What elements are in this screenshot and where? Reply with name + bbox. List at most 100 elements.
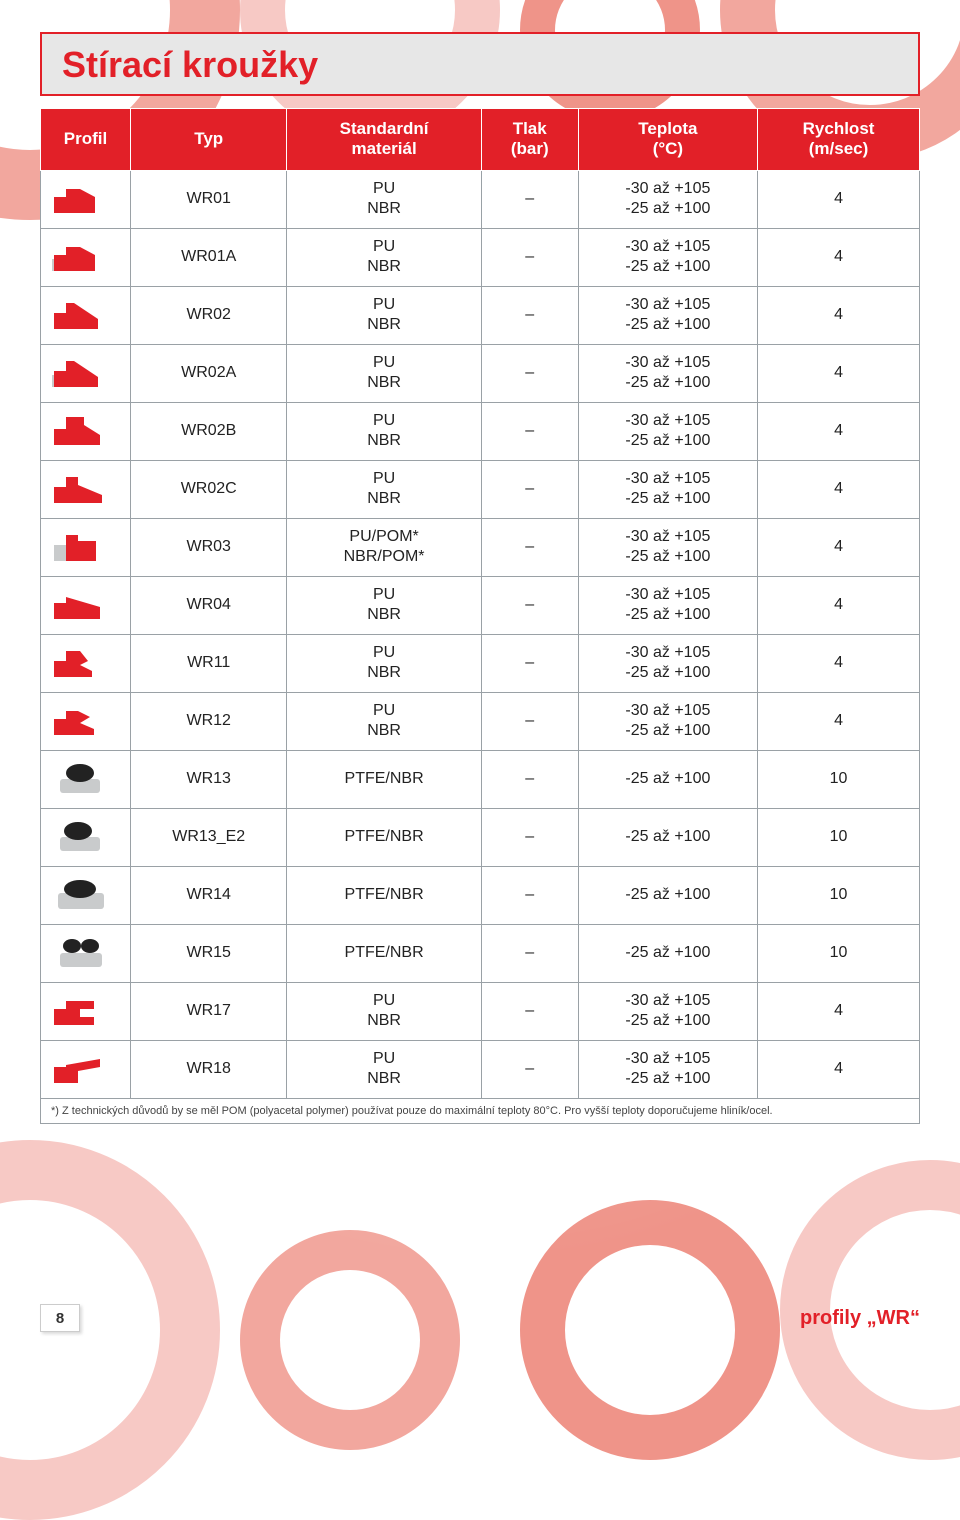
cell-speed: 10 <box>758 750 920 808</box>
wr14-icon <box>46 872 126 918</box>
cell-temperature: -30 až +105-25 až +100 <box>578 1040 757 1098</box>
cell-material: PUNBR <box>287 170 481 228</box>
cell-pressure: – <box>481 170 578 228</box>
cell-speed: 10 <box>758 924 920 982</box>
cell-typ: WR04 <box>131 576 287 634</box>
cell-pressure: – <box>481 1040 578 1098</box>
wr18-icon <box>46 1046 126 1092</box>
cell-speed: 10 <box>758 866 920 924</box>
cell-speed: 4 <box>758 1040 920 1098</box>
table-row: WR02APUNBR–-30 až +105-25 až +1004 <box>41 344 920 402</box>
col-header: Typ <box>131 109 287 171</box>
cell-material: PTFE/NBR <box>287 750 481 808</box>
profile-icon-cell <box>41 170 131 228</box>
cell-pressure: – <box>481 286 578 344</box>
cell-typ: WR02 <box>131 286 287 344</box>
cell-typ: WR15 <box>131 924 287 982</box>
cell-temperature: -25 až +100 <box>578 866 757 924</box>
cell-typ: WR02C <box>131 460 287 518</box>
cell-pressure: – <box>481 228 578 286</box>
profile-icon-cell <box>41 692 131 750</box>
cell-typ: WR02A <box>131 344 287 402</box>
cell-temperature: -30 až +105-25 až +100 <box>578 170 757 228</box>
profile-icon-cell <box>41 924 131 982</box>
table-row: WR15PTFE/NBR–-25 až +10010 <box>41 924 920 982</box>
profile-icon-cell <box>41 402 131 460</box>
page-title: Stírací kroužky <box>62 44 898 86</box>
cell-speed: 4 <box>758 692 920 750</box>
cell-temperature: -30 až +105-25 až +100 <box>578 228 757 286</box>
table-row: WR13PTFE/NBR–-25 až +10010 <box>41 750 920 808</box>
wr02c-icon <box>46 466 126 512</box>
table-row: WR17PUNBR–-30 až +105-25 až +1004 <box>41 982 920 1040</box>
cell-material: PUNBR <box>287 982 481 1040</box>
cell-temperature: -25 až +100 <box>578 924 757 982</box>
cell-material: PUNBR <box>287 228 481 286</box>
cell-material: PUNBR <box>287 460 481 518</box>
cell-temperature: -30 až +105-25 až +100 <box>578 518 757 576</box>
cell-typ: WR01A <box>131 228 287 286</box>
table-row: WR18PUNBR–-30 až +105-25 až +1004 <box>41 1040 920 1098</box>
cell-speed: 4 <box>758 228 920 286</box>
cell-speed: 4 <box>758 344 920 402</box>
cell-typ: WR02B <box>131 402 287 460</box>
cell-temperature: -25 až +100 <box>578 808 757 866</box>
table-row: WR02PUNBR–-30 až +105-25 až +1004 <box>41 286 920 344</box>
cell-speed: 4 <box>758 286 920 344</box>
profiles-table: ProfilTypStandardnímateriálTlak(bar)Tepl… <box>40 108 920 1099</box>
wr01-icon <box>46 176 126 222</box>
cell-speed: 4 <box>758 460 920 518</box>
cell-speed: 4 <box>758 982 920 1040</box>
cell-material: PTFE/NBR <box>287 924 481 982</box>
cell-temperature: -30 až +105-25 až +100 <box>578 344 757 402</box>
table-row: WR14PTFE/NBR–-25 až +10010 <box>41 866 920 924</box>
cell-pressure: – <box>481 344 578 402</box>
cell-temperature: -30 až +105-25 až +100 <box>578 576 757 634</box>
wr01a-icon <box>46 234 126 280</box>
cell-speed: 4 <box>758 170 920 228</box>
cell-typ: WR14 <box>131 866 287 924</box>
cell-typ: WR13 <box>131 750 287 808</box>
cell-material: PUNBR <box>287 576 481 634</box>
cell-material: PUNBR <box>287 286 481 344</box>
wr17-icon <box>46 988 126 1034</box>
wr15-icon <box>46 930 126 976</box>
col-header: Tlak(bar) <box>481 109 578 171</box>
cell-material: PUNBR <box>287 634 481 692</box>
cell-typ: WR17 <box>131 982 287 1040</box>
wr13-icon <box>46 756 126 802</box>
profile-icon-cell <box>41 228 131 286</box>
cell-temperature: -30 až +105-25 až +100 <box>578 692 757 750</box>
cell-speed: 4 <box>758 402 920 460</box>
cell-typ: WR12 <box>131 692 287 750</box>
wr03-icon <box>46 524 126 570</box>
col-header: Standardnímateriál <box>287 109 481 171</box>
table-row: WR04PUNBR–-30 až +105-25 až +1004 <box>41 576 920 634</box>
profile-icon-cell <box>41 982 131 1040</box>
cell-temperature: -30 až +105-25 až +100 <box>578 460 757 518</box>
cell-pressure: – <box>481 866 578 924</box>
cell-temperature: -30 až +105-25 až +100 <box>578 402 757 460</box>
wr12-icon <box>46 698 126 744</box>
cell-pressure: – <box>481 808 578 866</box>
cell-typ: WR11 <box>131 634 287 692</box>
cell-material: PTFE/NBR <box>287 866 481 924</box>
cell-typ: WR18 <box>131 1040 287 1098</box>
table-row: WR01PUNBR–-30 až +105-25 až +1004 <box>41 170 920 228</box>
cell-pressure: – <box>481 634 578 692</box>
table-row: WR13_E2PTFE/NBR–-25 až +10010 <box>41 808 920 866</box>
cell-temperature: -30 až +105-25 až +100 <box>578 634 757 692</box>
profile-icon-cell <box>41 460 131 518</box>
col-header: Rychlost(m/sec) <box>758 109 920 171</box>
col-header: Teplota(°C) <box>578 109 757 171</box>
table-row: WR11PUNBR–-30 až +105-25 až +1004 <box>41 634 920 692</box>
table-row: WR01APUNBR–-30 až +105-25 až +1004 <box>41 228 920 286</box>
cell-speed: 4 <box>758 518 920 576</box>
footer-section-label: profily „WR“ <box>800 1307 920 1330</box>
profile-icon-cell <box>41 634 131 692</box>
cell-typ: WR01 <box>131 170 287 228</box>
cell-material: PUNBR <box>287 402 481 460</box>
wr02a-icon <box>46 350 126 396</box>
cell-pressure: – <box>481 576 578 634</box>
table-row: WR02CPUNBR–-30 až +105-25 až +1004 <box>41 460 920 518</box>
